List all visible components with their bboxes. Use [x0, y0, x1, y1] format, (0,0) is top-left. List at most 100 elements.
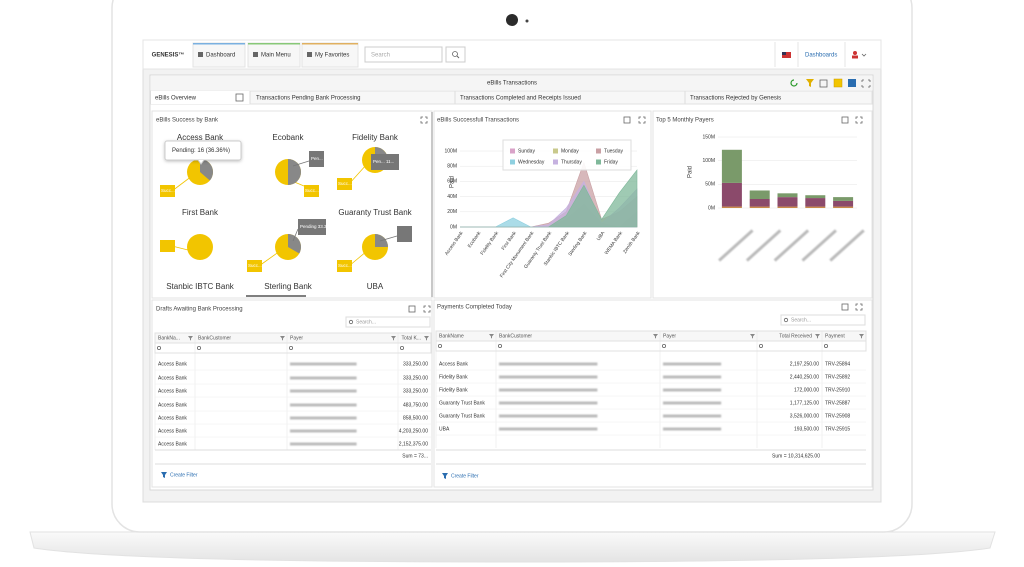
- save-icon[interactable]: [848, 79, 856, 87]
- pending-callout-label: Pending 33.33%: [300, 224, 333, 229]
- legend-label: Thursday: [561, 159, 582, 165]
- legend-swatch: [510, 148, 515, 154]
- search-box[interactable]: [345, 316, 431, 328]
- expand-icon[interactable]: [855, 116, 863, 124]
- legend-label: Friday: [604, 159, 618, 165]
- success-callout-label: Succ...: [338, 181, 352, 186]
- blurred-cell: [663, 427, 722, 431]
- create-filter-icon[interactable]: [442, 473, 448, 479]
- camera: [506, 14, 518, 26]
- table-cell: 1,177,125.00: [790, 400, 819, 406]
- table-cell: 4,203,250.00: [399, 428, 428, 434]
- flag[interactable]: [782, 52, 791, 58]
- legend-label: Sunday: [518, 148, 535, 154]
- table-cell: 2,197,250.00: [790, 361, 819, 367]
- flag: [782, 52, 786, 55]
- edit-icon[interactable]: [833, 78, 843, 88]
- active-tab[interactable]: [151, 91, 250, 104]
- search-box[interactable]: [780, 314, 866, 326]
- search-placeholder: Search...: [791, 317, 811, 323]
- table-cell: 2,152,375.00: [399, 441, 428, 447]
- export-icon[interactable]: [623, 116, 631, 124]
- search-icon: [783, 317, 789, 323]
- column-header: BankCustomer: [499, 333, 532, 339]
- blurred-cell: [290, 362, 357, 366]
- table-cell: Fidelity Bank: [439, 387, 468, 393]
- pending-callout-label: Pen...: [311, 156, 323, 161]
- window-tab[interactable]: Transactions Rejected by Genesis: [690, 96, 781, 102]
- table-cell: Access Bank: [158, 375, 187, 381]
- bar-segment: [777, 206, 798, 208]
- filter-icon[interactable]: [806, 79, 814, 87]
- success-callout: [247, 260, 262, 272]
- sum: Sum = 10,314,625.00: [772, 453, 820, 459]
- export-icon[interactable]: [841, 303, 849, 311]
- column-filter-icon[interactable]: [280, 336, 285, 341]
- create-filter-icon[interactable]: [161, 472, 167, 478]
- refresh-icon[interactable]: [790, 79, 798, 87]
- nav-tab-accent: [193, 43, 245, 45]
- export-icon[interactable]: [841, 116, 849, 124]
- window-tab[interactable]: Transactions Completed and Receipts Issu…: [460, 96, 581, 102]
- user-icon[interactable]: [853, 51, 857, 55]
- table-body: Access Bank 333,250.00 Access Bank 333,250.…: [155, 361, 431, 447]
- export-icon[interactable]: [235, 93, 244, 102]
- success-callout-label: Succ...: [248, 263, 262, 268]
- fullscreen-icon[interactable]: [861, 79, 871, 88]
- callout-line: [171, 175, 193, 192]
- user-icon: [852, 55, 858, 59]
- success-callout-label: Succ...: [338, 263, 352, 268]
- column-filter-icon[interactable]: [188, 336, 193, 341]
- window-tab[interactable]: eBills Overview: [155, 96, 197, 102]
- search-button[interactable]: [445, 46, 466, 63]
- bar-segment: [833, 197, 854, 201]
- y-tick-label: 150M: [702, 134, 715, 140]
- dashboards-link[interactable]: Dashboards: [805, 53, 837, 59]
- expand-icon[interactable]: [855, 303, 863, 311]
- expand-icon[interactable]: [423, 305, 431, 313]
- blurred-cell: [663, 362, 722, 366]
- table-cell: Fidelity Bank: [439, 374, 468, 380]
- table-cell: 333,250.00: [403, 361, 428, 367]
- brand: GENESIS™: [152, 52, 185, 59]
- nav-tab-icon: [198, 52, 203, 57]
- search-input[interactable]: [364, 46, 443, 63]
- expand-icon[interactable]: [420, 116, 428, 124]
- table-cell: TRV-25908: [825, 413, 850, 419]
- table-cell: Access Bank: [158, 415, 187, 421]
- area: [460, 169, 638, 228]
- column-filter-icon[interactable]: [653, 334, 658, 339]
- expand-icon[interactable]: [638, 116, 646, 124]
- create-filter[interactable]: Create Filter: [451, 473, 479, 479]
- table-cell: 2,440,250.00: [790, 374, 819, 380]
- y-tick-label: 20M: [447, 209, 457, 215]
- bar-segment: [721, 182, 742, 207]
- export-icon[interactable]: [408, 305, 416, 313]
- window-tab[interactable]: Transactions Pending Bank Processing: [256, 96, 361, 102]
- bar-segment: [777, 197, 798, 207]
- column-filter-icon[interactable]: [489, 334, 494, 339]
- table-cell: 193,500.00: [794, 426, 819, 432]
- bar-segment: [749, 199, 770, 207]
- column-filter-icon[interactable]: [424, 336, 429, 341]
- column-filter-icon[interactable]: [391, 336, 396, 341]
- column-filter-icon[interactable]: [750, 334, 755, 339]
- panel-title: Drafts Awaiting Bank Processing: [156, 307, 243, 313]
- table-cell: UBA: [439, 426, 450, 432]
- bar-segment: [777, 193, 798, 198]
- create-filter[interactable]: Create Filter: [170, 472, 198, 478]
- nav-tab-accent: [248, 43, 300, 45]
- blurred-cell: [663, 375, 722, 379]
- table-cell: TRV-25892: [825, 374, 850, 380]
- column-filter-icon[interactable]: [859, 334, 864, 339]
- export-icon[interactable]: [819, 79, 828, 88]
- column-header: BankName: [439, 333, 464, 339]
- column-filter-icon[interactable]: [815, 334, 820, 339]
- bank-label: Ecobank: [272, 133, 304, 142]
- bank-label: First Bank: [182, 208, 219, 217]
- table-cell: Access Bank: [158, 402, 187, 408]
- pie-pending: [200, 159, 213, 181]
- window-title: eBills Transactions: [487, 81, 537, 87]
- bar-segment: [805, 206, 826, 208]
- callout-line: [292, 160, 310, 167]
